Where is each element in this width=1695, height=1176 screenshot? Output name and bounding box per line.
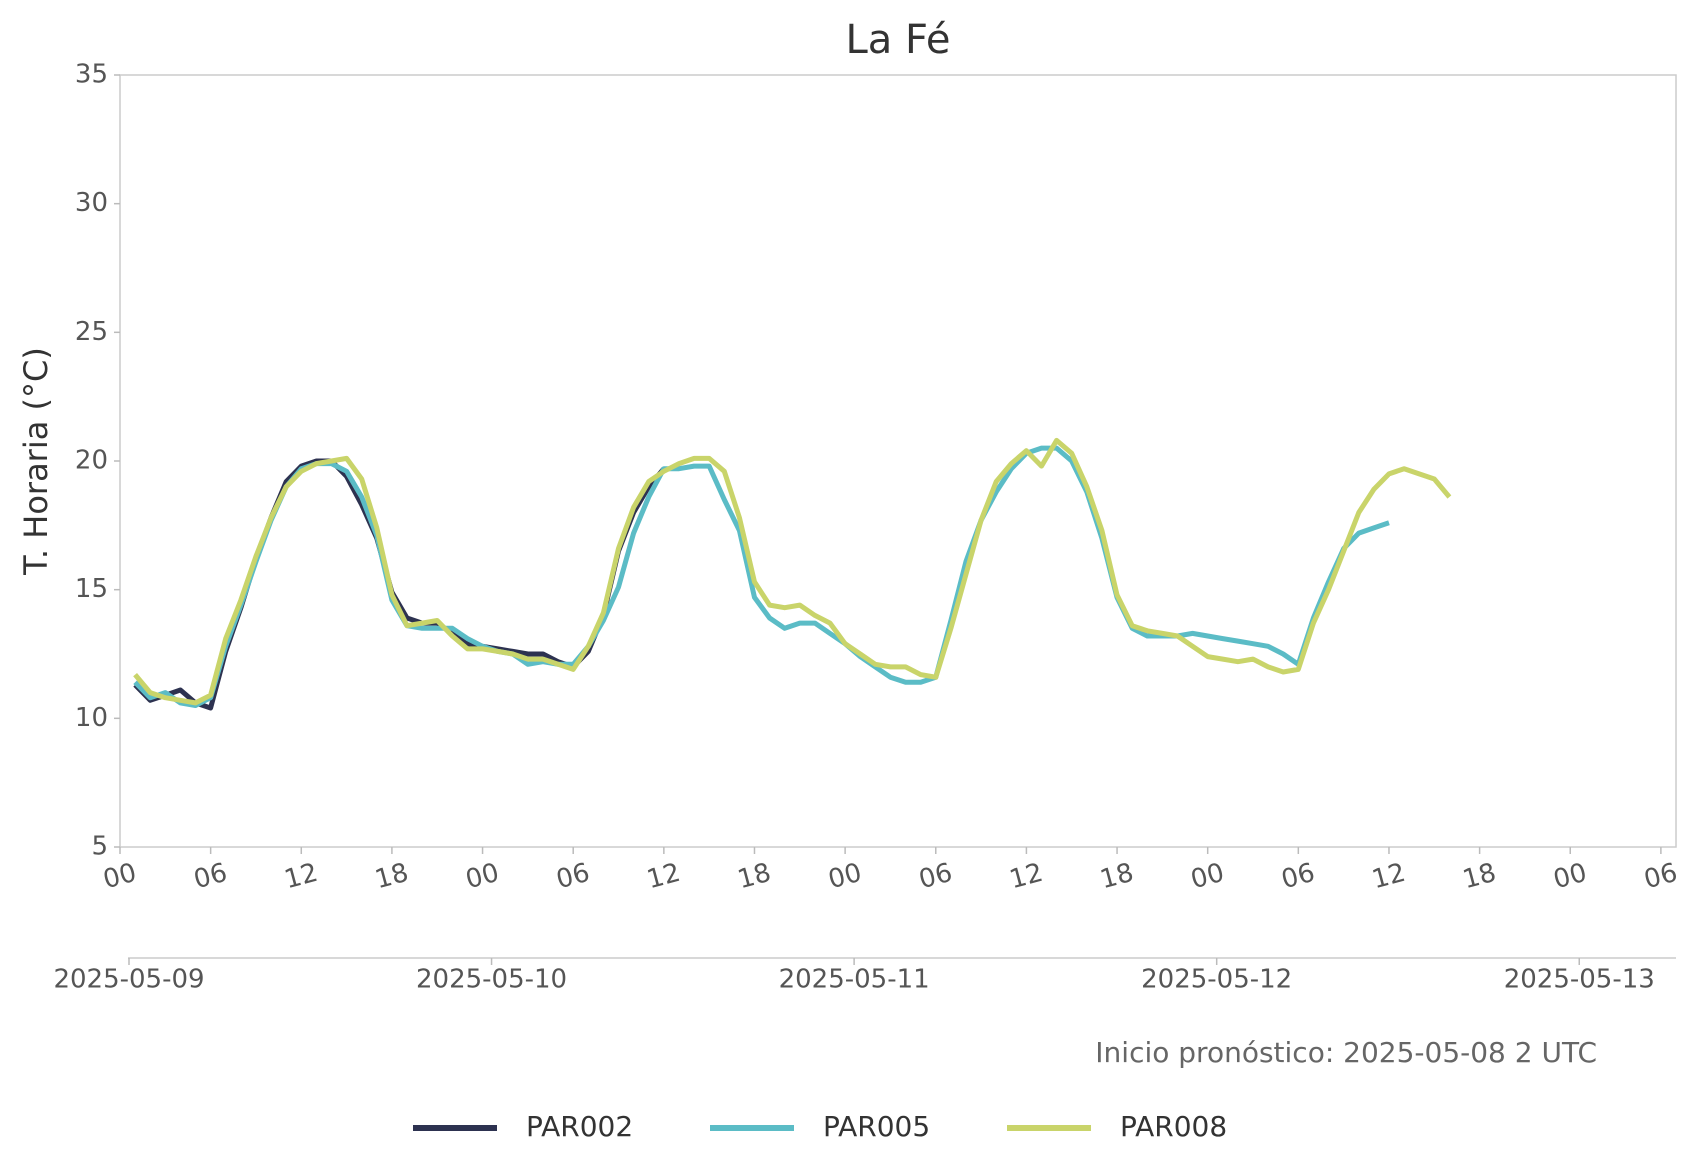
x-tick-label: 18 xyxy=(1460,858,1500,896)
x-tick-label: 12 xyxy=(644,858,684,896)
x-tick-label: 06 xyxy=(191,858,231,896)
x-tick-label: 18 xyxy=(1097,858,1137,896)
legend-label: PAR002 xyxy=(526,1110,633,1143)
y-tick-label: 25 xyxy=(75,317,108,347)
date-tick-label: 2025-05-11 xyxy=(779,965,930,995)
x-tick-label: 12 xyxy=(1006,858,1046,896)
x-tick-label: 12 xyxy=(281,858,321,896)
x-tick-label: 00 xyxy=(1188,858,1228,896)
annotation: Inicio pronóstico: 2025-05-08 2 UTC xyxy=(1095,1036,1597,1069)
y-tick-label: 10 xyxy=(75,703,108,733)
x-tick-label: 06 xyxy=(553,858,593,896)
x-tick-label: 00 xyxy=(100,858,140,896)
x-tick-label: 06 xyxy=(1278,858,1318,896)
y-tick-label: 15 xyxy=(75,574,108,604)
x-tick-label: 18 xyxy=(372,858,412,896)
date-tick-label: 2025-05-12 xyxy=(1141,965,1292,995)
legend-label: PAR008 xyxy=(1120,1110,1227,1143)
y-tick-label: 20 xyxy=(75,446,108,476)
date-tick-label: 2025-05-10 xyxy=(416,965,567,995)
y-tick-label: 30 xyxy=(75,188,108,218)
date-tick-label: 2025-05-13 xyxy=(1504,965,1655,995)
x-tick-label: 00 xyxy=(825,858,865,896)
plot-frame xyxy=(119,74,1677,848)
x-tick-label: 00 xyxy=(463,858,503,896)
x-tick-label: 00 xyxy=(1550,858,1590,896)
series-line xyxy=(133,437,1452,706)
x-tick-label: 12 xyxy=(1369,858,1409,896)
y-tick-label: 35 xyxy=(75,60,108,90)
chart-title: La Fé xyxy=(846,17,951,63)
y-axis-label: T. Horaria (°C) xyxy=(17,347,55,576)
x-tick-label: 18 xyxy=(734,858,774,896)
series-line xyxy=(133,445,1390,708)
x-tick-label: 06 xyxy=(1641,858,1681,896)
x-tick-label: 06 xyxy=(916,858,956,896)
legend-label: PAR005 xyxy=(823,1110,930,1143)
date-tick-label: 2025-05-09 xyxy=(53,965,204,995)
series-line xyxy=(133,458,666,711)
y-tick-label: 5 xyxy=(91,832,108,862)
